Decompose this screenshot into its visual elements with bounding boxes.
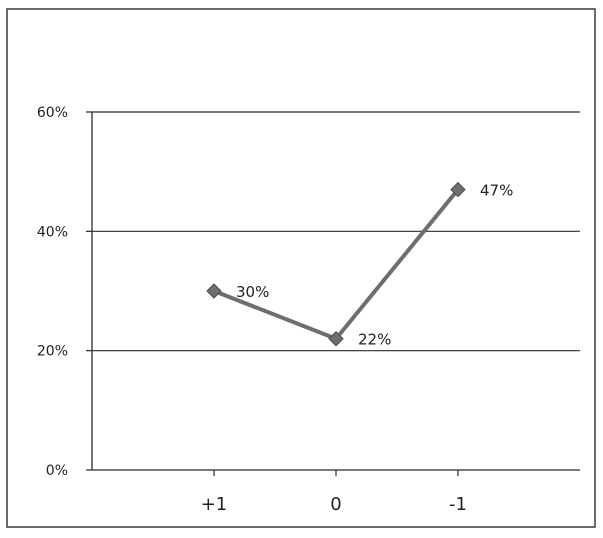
y-tick-label: 0% xyxy=(46,463,68,479)
data-label: 30% xyxy=(236,283,269,301)
y-axis-ticks: 0% 20% 40% 60% xyxy=(37,105,68,479)
gridlines xyxy=(92,111,580,352)
y-tick-label: 60% xyxy=(37,105,68,121)
series-layer xyxy=(206,181,466,347)
data-point-marker xyxy=(450,181,466,198)
data-label: 47% xyxy=(480,182,513,200)
data-labels: 30% 22% 47% xyxy=(236,182,513,349)
y-tick-label: 40% xyxy=(37,224,68,240)
x-tick-label: +1 xyxy=(201,494,228,515)
x-axis-ticks: +1 0 -1 xyxy=(201,494,467,515)
data-point-marker xyxy=(206,283,222,299)
y-tick-label: 20% xyxy=(37,344,68,360)
data-label: 22% xyxy=(358,331,391,349)
axes xyxy=(86,111,580,476)
data-point-marker xyxy=(328,331,344,347)
x-tick-label: 0 xyxy=(330,494,341,515)
x-tick-label: -1 xyxy=(449,494,467,515)
chart-border xyxy=(6,8,596,528)
